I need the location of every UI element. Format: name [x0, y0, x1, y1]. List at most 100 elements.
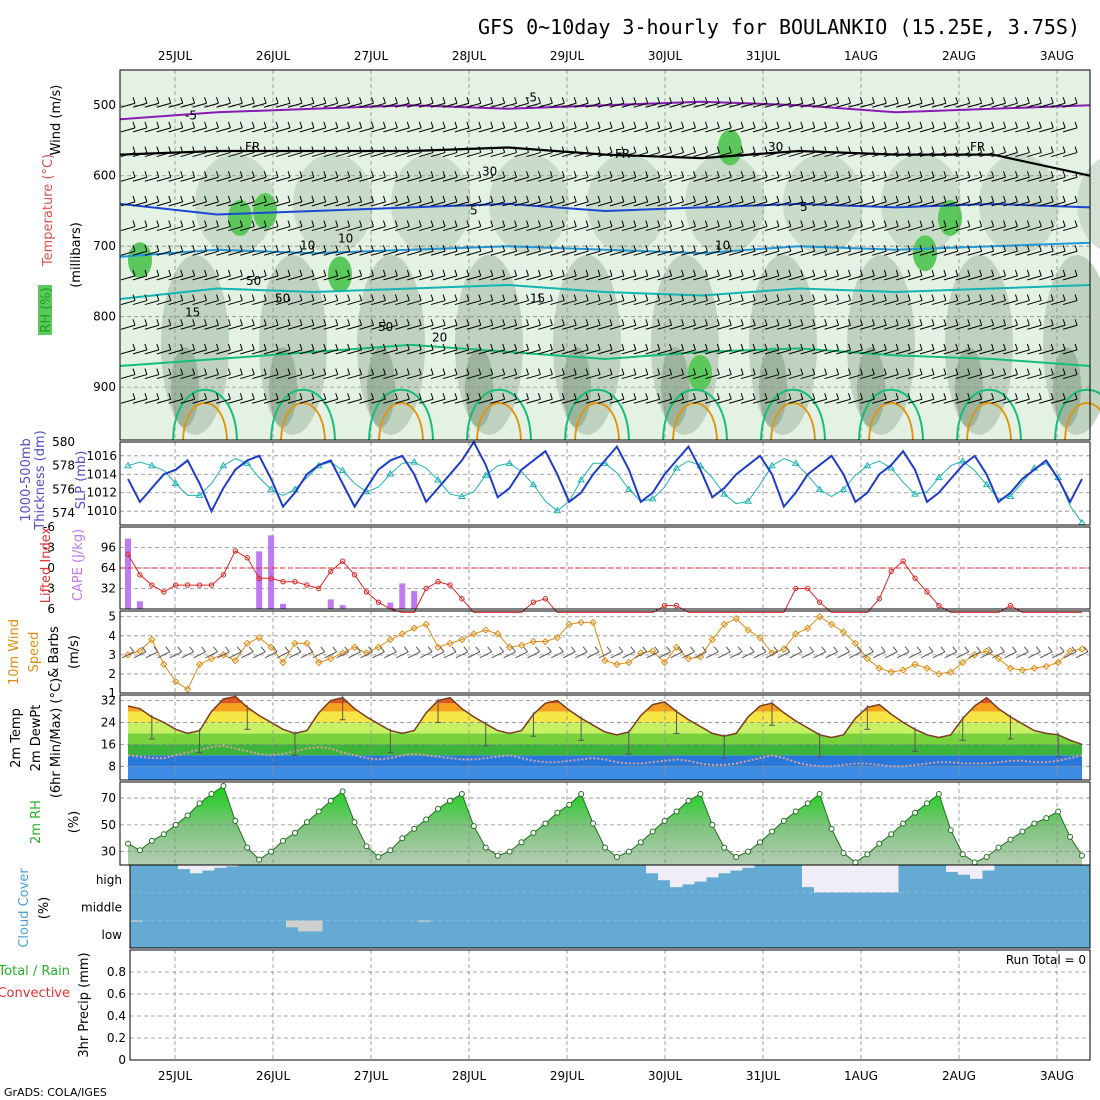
wind-barb-flag — [192, 121, 196, 129]
wind-barb-flag — [907, 146, 911, 153]
wind-barb — [180, 324, 195, 330]
wind-barb — [931, 349, 947, 355]
wind-barb — [907, 349, 923, 355]
wind-barb — [669, 201, 684, 207]
wind-barb — [681, 324, 696, 330]
wind-barb-flag — [180, 269, 184, 277]
wind-barb — [430, 374, 446, 380]
wind-barb-flag — [216, 245, 219, 252]
li-marker — [125, 551, 131, 558]
wind-barb — [729, 398, 744, 404]
panel-frame — [129, 864, 1091, 949]
wind-barb — [609, 398, 625, 404]
wind-barb — [872, 250, 887, 256]
wind-barb-flag — [144, 171, 148, 178]
wind-barb — [907, 324, 923, 330]
wind-barb-flag — [621, 393, 625, 400]
wind-barb — [1027, 275, 1042, 281]
wind-barb-flag — [287, 245, 291, 252]
wind-barb — [669, 152, 684, 158]
wind-barb — [669, 176, 684, 182]
wind-barb-flag — [382, 97, 386, 104]
wind-barb-flag — [943, 171, 947, 178]
wind-barb-flag — [251, 245, 255, 252]
wind-barb — [717, 201, 732, 207]
wind-barb — [812, 275, 827, 281]
wind-barb — [442, 127, 458, 133]
wind-barb — [848, 176, 863, 182]
wind-barb-flag — [764, 319, 768, 326]
wind-barb-flag — [1014, 368, 1018, 375]
wind-barb-flag — [132, 245, 136, 252]
wind-barb-flag — [502, 343, 506, 351]
wind-barb-flag — [144, 220, 148, 227]
wind-barb-flag — [335, 220, 339, 227]
contour-label: 15 — [185, 306, 200, 320]
wind-barb-flag — [809, 646, 815, 653]
wind-barb — [658, 651, 671, 659]
li-marker — [459, 596, 465, 602]
wind-speed-marker — [446, 639, 454, 648]
wind-barb-flag — [347, 121, 351, 129]
wind-barb-flag — [859, 294, 863, 301]
wind-barb — [551, 651, 564, 659]
wind-barb-flag — [597, 319, 601, 326]
wind-barb — [776, 176, 792, 182]
wind-barb-flag — [967, 220, 971, 227]
wind-barb-flag — [287, 146, 291, 153]
wind-barb-flag — [752, 97, 756, 104]
wind-barb-flag — [824, 97, 828, 104]
wind-barb — [621, 398, 636, 404]
wind-barb-flag — [788, 171, 792, 178]
wind-barb-flag — [749, 646, 755, 653]
wind-barb-flag — [967, 121, 971, 129]
wind-barb — [860, 275, 875, 281]
wind-barb — [681, 398, 696, 404]
wind-barb — [168, 176, 183, 182]
wind-barb-flag — [1038, 97, 1042, 104]
wind-barb-flag — [788, 97, 792, 104]
wind-barb — [884, 275, 899, 281]
wind-barb — [120, 275, 136, 281]
wind-barb — [311, 127, 326, 133]
rh-marker — [888, 831, 895, 838]
rh-marker — [852, 859, 859, 866]
wind-barb — [395, 226, 410, 232]
wind-barb — [657, 374, 672, 380]
wind-barb-flag — [180, 245, 184, 252]
wind-barb — [371, 300, 386, 306]
wind-barb — [478, 324, 493, 330]
wind-barb — [491, 651, 504, 659]
wind-barb-flag — [537, 368, 541, 375]
thickness-marker — [982, 480, 991, 488]
wind-barb — [145, 651, 159, 659]
wind-barb-flag — [776, 269, 780, 277]
wind-barb-flag — [848, 97, 851, 104]
wind-barb-flag — [788, 368, 792, 375]
isotherm-line — [119, 241, 1091, 258]
wind-barb — [931, 102, 947, 108]
wind-barb-flag — [895, 245, 899, 252]
wind-barb — [729, 250, 744, 256]
wind-barb-flag — [168, 269, 172, 277]
wind-barb — [836, 176, 851, 182]
wind-barb-flag — [669, 343, 673, 351]
wind-barb — [430, 300, 446, 306]
wind-barb — [740, 226, 756, 232]
wind-barb-flag — [192, 146, 196, 153]
wind-barb — [526, 349, 541, 355]
wind-barb — [955, 398, 970, 404]
wind-barb — [574, 226, 589, 232]
contour-label: 20 — [432, 330, 447, 344]
wind-barb — [478, 226, 493, 232]
wind-barb-flag — [394, 343, 398, 351]
wind-barb — [979, 226, 994, 232]
wind-barb — [740, 102, 756, 108]
wind-barb-flag — [239, 195, 243, 203]
wind-barb-flag — [227, 195, 231, 203]
rh-marker — [923, 800, 930, 807]
wind-barb — [466, 152, 481, 158]
wind-barb — [264, 651, 278, 659]
wind-barb-flag — [871, 121, 875, 129]
wind-barb — [430, 250, 446, 256]
